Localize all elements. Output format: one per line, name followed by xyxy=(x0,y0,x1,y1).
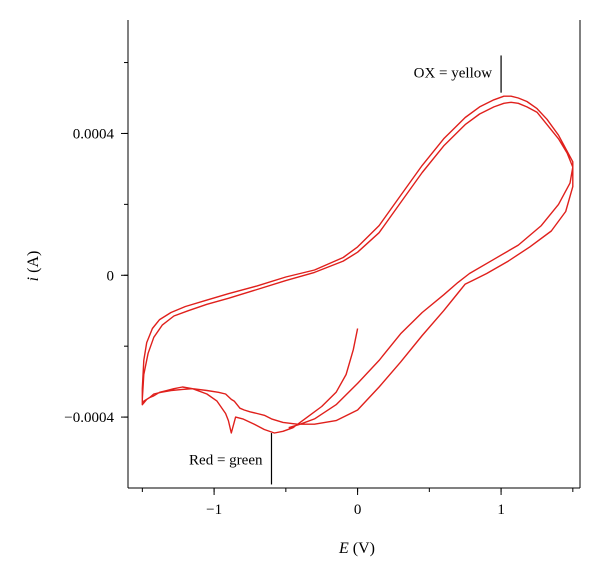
y-axis-title-var: i xyxy=(25,277,42,281)
x-axis-title-var: E xyxy=(338,540,349,557)
x-tick-label: 0 xyxy=(354,502,362,518)
y-tick-label: −0.0004 xyxy=(64,410,114,426)
x-tick-label: 1 xyxy=(497,502,505,518)
y-tick-label: 0.0004 xyxy=(73,126,115,142)
annotations: OX = yellow Red = green xyxy=(189,55,502,485)
cv-series-line xyxy=(141,95,574,434)
x-axis-title-unit: (V) xyxy=(349,540,375,557)
axes xyxy=(127,20,581,489)
x-tick-label: −1 xyxy=(206,502,222,518)
ticks: −1 0 1 0.0004 0 −0.0004 xyxy=(64,62,574,518)
x-axis-title: E (V) xyxy=(338,540,375,557)
y-axis-title-unit: (A) xyxy=(25,251,42,277)
annotation-label: OX = yellow xyxy=(414,65,493,81)
y-tick-label: 0 xyxy=(107,268,115,284)
annotation-label: Red = green xyxy=(189,452,263,468)
y-axis-title: i (A) xyxy=(25,251,42,282)
cv-curves xyxy=(141,95,574,434)
